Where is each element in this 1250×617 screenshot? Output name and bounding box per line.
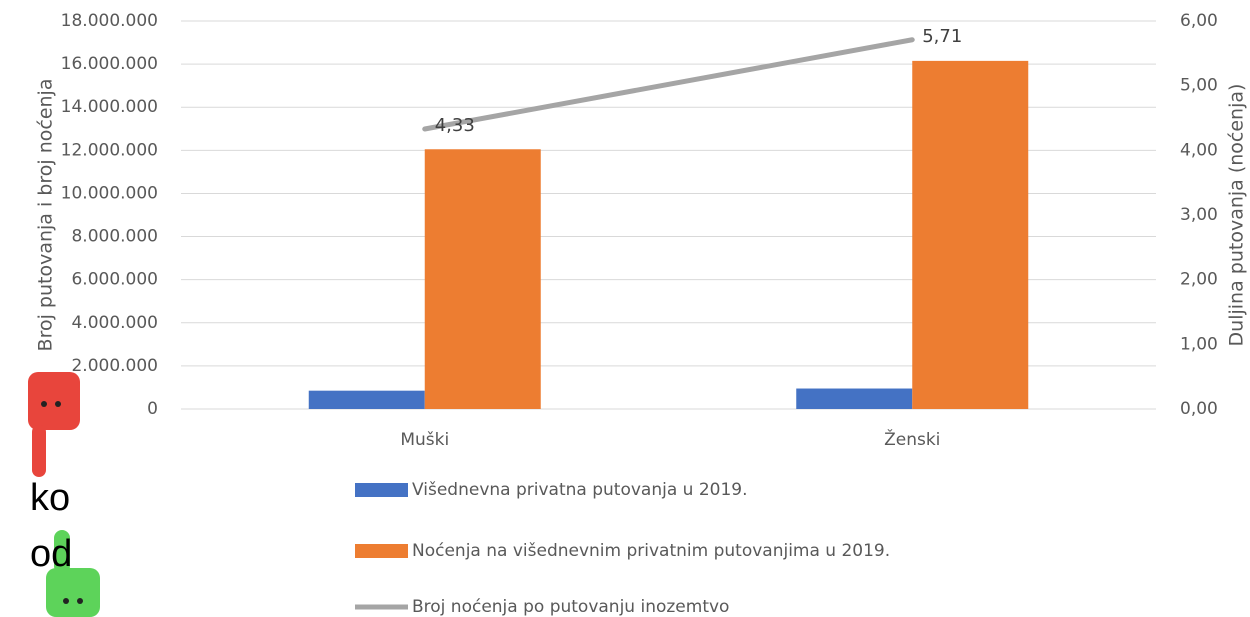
y2-axis-title: Duljina putovanja (noćenja) <box>1226 84 1248 347</box>
legend-text: Noćenja na višednevnim privatnim putovan… <box>412 541 890 561</box>
y2-tick-label: 5,00 <box>1180 76 1218 96</box>
y2-tick-label: 6,00 <box>1180 11 1218 31</box>
overlay-text: od <box>30 533 72 575</box>
y-tick-label: 14.000.000 <box>61 97 158 117</box>
y-tick-label: 10.000.000 <box>61 183 158 203</box>
y2-tick-label: 3,00 <box>1180 205 1218 225</box>
red-thumb-icon <box>28 372 80 477</box>
legend-swatch <box>355 483 408 497</box>
bar <box>912 60 1029 409</box>
y-tick-label: 8.000.000 <box>71 227 158 247</box>
green-thumb-icon <box>46 530 100 617</box>
y2-tick-label: 4,00 <box>1180 140 1218 160</box>
legend-swatch <box>355 544 408 558</box>
y-tick-label: 2.000.000 <box>71 356 158 376</box>
y2-tick-label: 1,00 <box>1180 334 1218 354</box>
y-axis-title: Broj putovanja i broj noćenja <box>35 79 57 352</box>
x-tick-label: Muški <box>400 430 449 450</box>
y-tick-label: 18.000.000 <box>61 11 158 31</box>
y2-tick-label: 0,00 <box>1180 399 1218 419</box>
y-tick-label: 4.000.000 <box>71 313 158 333</box>
bar <box>308 390 425 409</box>
legend-text: Broj noćenja po putovanju inozemtvo <box>412 597 729 617</box>
line <box>422 37 915 132</box>
x-tick-label: Ženski <box>884 428 940 450</box>
y-tick-label: 0 <box>147 399 158 419</box>
y-tick-label: 6.000.000 <box>71 270 158 290</box>
value-label: 5,71 <box>922 26 962 47</box>
y-tick-label: 12.000.000 <box>61 140 158 160</box>
value-label: 4,33 <box>435 115 475 136</box>
bar <box>796 388 913 409</box>
bar <box>424 149 541 409</box>
y2-tick-label: 2,00 <box>1180 270 1218 290</box>
y-tick-label: 16.000.000 <box>61 54 158 74</box>
legend-text: Višednevna privatna putovanja u 2019. <box>412 480 748 500</box>
overlay-text: ko <box>30 477 70 519</box>
